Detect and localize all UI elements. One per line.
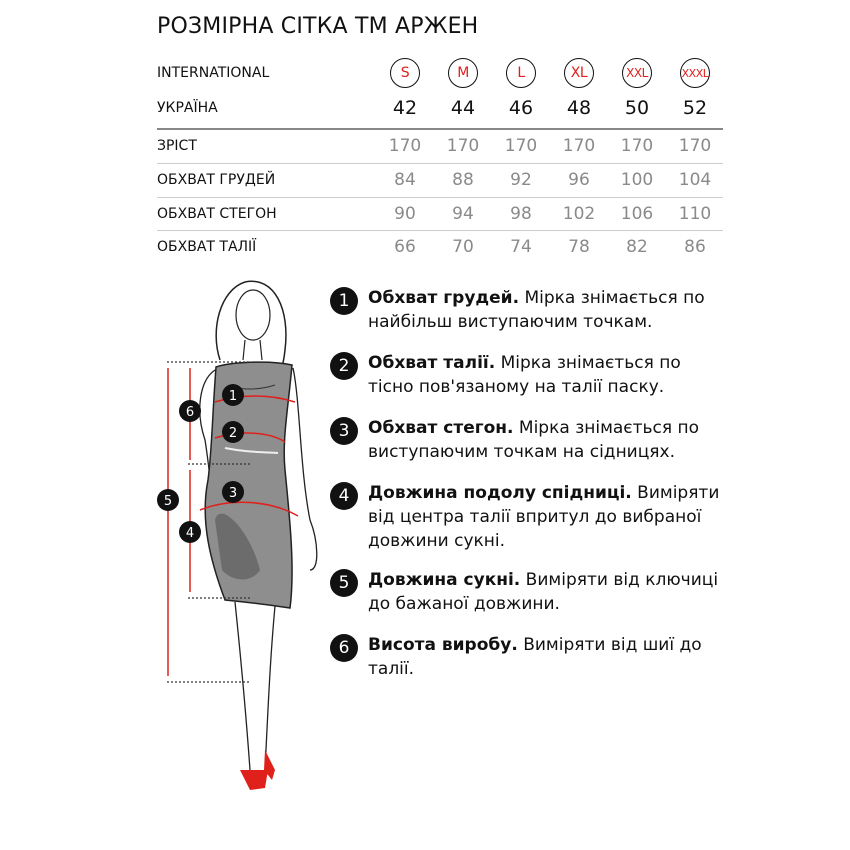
table-cell: 170 xyxy=(562,136,596,156)
ua-size: 42 xyxy=(392,97,418,119)
size-badge: XXXL xyxy=(680,58,710,88)
list-item: 3 Обхват стегон. Мірка знімається по вист… xyxy=(330,416,730,464)
item-text: Виміряти від ключиці до бажаної довжини. xyxy=(368,570,719,614)
table-cell: 170 xyxy=(620,136,654,156)
list-item: 1 Обхват грудей. Мірка знімається по найб… xyxy=(330,286,730,334)
table-cell: 96 xyxy=(568,170,590,190)
item-text: Мірка знімається по найбільш виступаючим… xyxy=(368,288,705,332)
size-badge: S xyxy=(390,58,420,88)
row-label: ОБХВАТ ТАЛІЇ xyxy=(157,239,257,255)
marker-label: 6 xyxy=(186,405,194,420)
divider xyxy=(157,197,723,198)
list-item: 4 Довжина подолу спідниці. Виміряти від ц… xyxy=(330,481,730,553)
list-item: 5 Довжина сукні. Виміряти від ключиці до … xyxy=(330,568,730,616)
divider xyxy=(157,128,723,130)
item-title: Обхват стегон. xyxy=(368,418,514,438)
number-badge: 4 xyxy=(330,482,358,510)
table-row: ОБХВАТ ГРУДЕЙ 84 88 92 96 100 104 xyxy=(157,163,723,197)
item-text: Виміряти від центра талії впритул до виб… xyxy=(368,483,720,551)
item-title: Обхват талії. xyxy=(368,353,496,373)
table-cell: 100 xyxy=(620,170,654,190)
table-cell: 78 xyxy=(568,237,590,257)
number-badge: 6 xyxy=(330,634,358,662)
row-label: INTERNATIONAL xyxy=(157,65,270,81)
table-cell: 86 xyxy=(684,237,706,257)
list-item: 6 Висота виробу. Виміряти від шиї до талі… xyxy=(330,633,730,681)
item-text: Мірка знімається по тісно пов'язаному на… xyxy=(368,353,681,397)
item-title: Висота виробу. xyxy=(368,635,518,655)
table-row: ОБХВАТ ТАЛІЇ 66 70 74 78 82 86 xyxy=(157,230,723,264)
item-text: Мірка знімається по виступаючим точкам н… xyxy=(368,418,700,462)
number-badge: 3 xyxy=(330,417,358,445)
table-row: ЗРІСТ 170 170 170 170 170 170 xyxy=(157,129,723,163)
ua-size: 50 xyxy=(624,97,650,119)
table-cell: 94 xyxy=(452,204,474,224)
table-row: ОБХВАТ СТЕГОН 90 94 98 102 106 110 xyxy=(157,197,723,231)
table-cell: 102 xyxy=(562,204,596,224)
number-badge: 2 xyxy=(330,352,358,380)
row-label: ЗРІСТ xyxy=(157,138,197,154)
marker-label: 4 xyxy=(186,526,194,541)
row-label: УКРАЇНА xyxy=(157,100,218,116)
row-label: ОБХВАТ ГРУДЕЙ xyxy=(157,172,276,188)
ua-size: 48 xyxy=(566,97,592,119)
item-title: Довжина подолу спідниці. xyxy=(368,483,632,503)
table-cell: 84 xyxy=(394,170,416,190)
table-cell: 90 xyxy=(394,204,416,224)
international-row: INTERNATIONAL S M L XL XXL XXXL xyxy=(157,56,723,90)
item-title: Обхват грудей. xyxy=(368,288,520,308)
table-cell: 110 xyxy=(678,204,712,224)
list-item: 2 Обхват талії. Мірка знімається по тісно… xyxy=(330,351,730,399)
table-cell: 70 xyxy=(452,237,474,257)
marker-label: 3 xyxy=(229,486,237,501)
item-text: Виміряти від шиї до талії. xyxy=(368,635,702,679)
dress-measurement-figure: 1 2 3 4 5 6 xyxy=(157,280,318,790)
table-cell: 104 xyxy=(678,170,712,190)
marker-label: 5 xyxy=(164,494,172,509)
table-cell: 98 xyxy=(510,204,532,224)
table-cell: 170 xyxy=(678,136,712,156)
size-badge: M xyxy=(448,58,478,88)
ua-size: 52 xyxy=(682,97,708,119)
marker-label: 2 xyxy=(229,426,237,441)
table-cell: 82 xyxy=(626,237,648,257)
ukraine-row: УКРАЇНА 42 44 46 48 50 52 xyxy=(157,91,723,125)
number-badge: 1 xyxy=(330,287,358,315)
row-label: ОБХВАТ СТЕГОН xyxy=(157,206,277,222)
ua-size: 46 xyxy=(508,97,534,119)
size-badge: XXL xyxy=(622,58,652,88)
table-cell: 66 xyxy=(394,237,416,257)
table-cell: 74 xyxy=(510,237,532,257)
table-cell: 88 xyxy=(452,170,474,190)
table-cell: 170 xyxy=(504,136,538,156)
number-badge: 5 xyxy=(330,569,358,597)
divider xyxy=(157,230,723,231)
size-badge: L xyxy=(506,58,536,88)
size-badge: XL xyxy=(564,58,594,88)
page-title: РОЗМІРНА СІТКА ТМ АРЖЕН xyxy=(157,14,479,39)
item-title: Довжина сукні. xyxy=(368,570,521,590)
table-cell: 170 xyxy=(446,136,480,156)
divider xyxy=(157,163,723,164)
marker-label: 1 xyxy=(229,389,237,404)
table-cell: 92 xyxy=(510,170,532,190)
table-cell: 106 xyxy=(620,204,654,224)
ua-size: 44 xyxy=(450,97,476,119)
table-cell: 170 xyxy=(388,136,422,156)
